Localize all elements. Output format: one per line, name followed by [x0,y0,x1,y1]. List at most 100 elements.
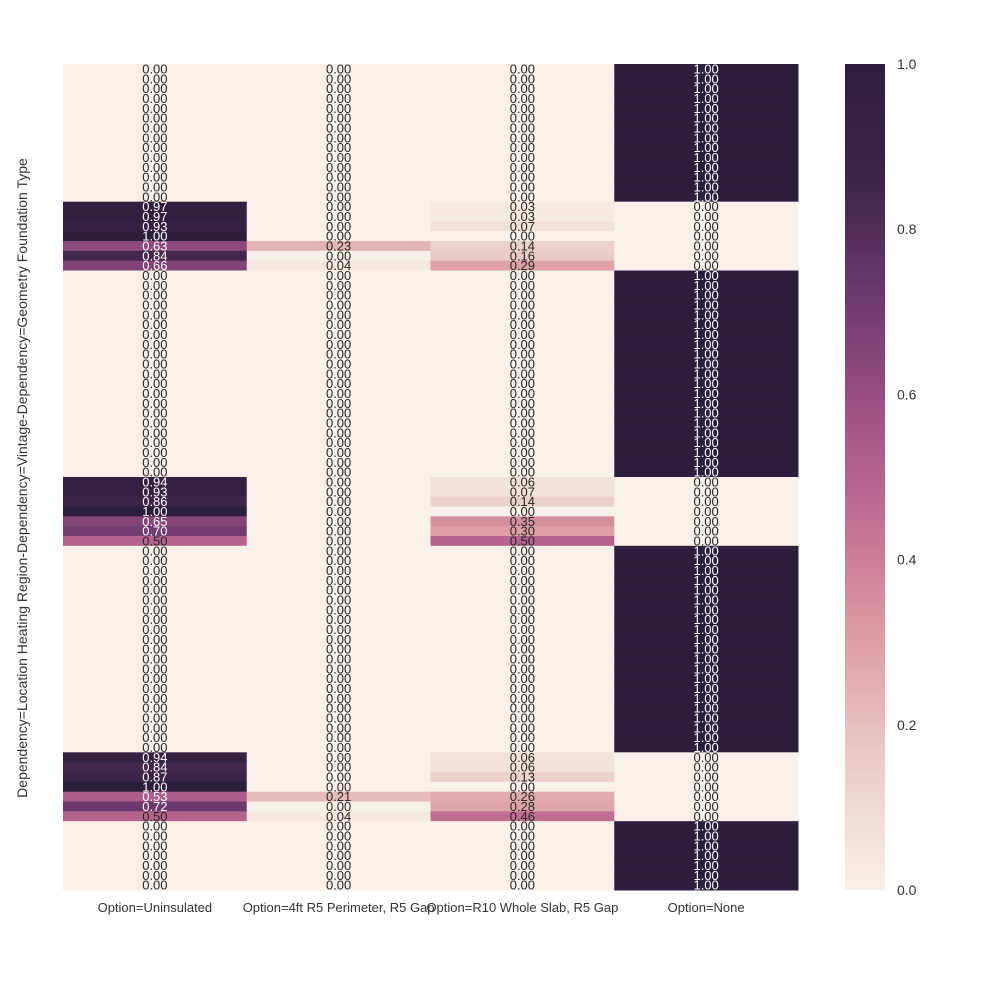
heatmap-cell-value: 0.70 [142,524,167,539]
heatmap-cell [63,565,248,576]
heatmap-cell-value: 0.00 [693,209,718,224]
heatmap-cell [614,860,799,871]
heatmap-cell-value: 0.00 [142,396,167,411]
heatmap-cell [614,555,799,566]
heatmap-cell [430,654,615,665]
heatmap-cell [614,73,799,85]
heatmap-cell [246,467,431,478]
heatmap-cell [430,673,615,684]
heatmap-cell-value: 0.00 [510,170,535,185]
heatmap-cell [614,673,799,684]
heatmap-cell-value: 0.00 [142,465,167,480]
heatmap-cell [246,850,431,861]
heatmap-cell-value: 0.00 [142,150,167,165]
heatmap-cell [430,388,615,399]
heatmap-cell [63,831,248,842]
heatmap-cell-value: 1.00 [693,81,718,96]
heatmap-cell-value: 0.00 [326,61,351,76]
heatmap-cell [614,486,799,498]
heatmap-cell [63,526,248,537]
heatmap-cell-value: 0.04 [326,809,351,824]
heatmap-cell [614,703,799,714]
heatmap-cell-value: 1.00 [693,91,718,106]
heatmap-cell [63,477,248,488]
heatmap-cell [63,772,248,783]
heatmap-cell-value: 0.00 [510,848,535,863]
heatmap-cell [430,634,615,645]
heatmap-cell [246,418,431,429]
heatmap-cell [63,300,248,311]
heatmap-cell [430,339,615,350]
heatmap-cell [430,349,615,360]
heatmap-cell [430,73,615,85]
heatmap-cell-value: 0.00 [142,111,167,126]
heatmap-cell-value: 0.00 [142,671,167,686]
heatmap-cell-value: 0.00 [326,710,351,725]
heatmap-cell-value: 1.00 [693,642,718,657]
heatmap-cell-value: 0.00 [510,229,535,244]
heatmap-cell-value: 0.35 [510,514,535,529]
heatmap-cell-value: 0.00 [510,661,535,676]
heatmap-cell [246,319,431,330]
heatmap-cell-value: 0.00 [510,307,535,322]
heatmap-cell-value: 0.00 [510,465,535,480]
heatmap-cell [614,270,799,281]
heatmap-cell-value: 0.00 [693,760,718,775]
heatmap-cell-value: 0.00 [510,779,535,794]
heatmap-cell-value: 0.00 [326,465,351,480]
heatmap-cell [246,713,431,724]
heatmap-cell [614,437,799,448]
heatmap-cell [614,231,799,242]
heatmap-cell-value: 0.00 [142,838,167,853]
heatmap-cell-value: 1.00 [693,602,718,617]
heatmap-cell-value: 0.00 [326,583,351,598]
heatmap-cell [246,191,431,203]
heatmap-cell-value: 0.29 [510,258,535,273]
heatmap-cell-value: 0.00 [510,455,535,470]
heatmap-cell-value: 0.03 [510,199,535,214]
heatmap-cell-value: 1.00 [693,661,718,676]
heatmap-cell-value: 0.00 [510,828,535,843]
heatmap-cell [614,614,799,625]
heatmap-cell [246,132,431,144]
heatmap-cell-value: 0.00 [326,120,351,135]
heatmap-cell-value: 0.00 [510,120,535,135]
heatmap-cell [430,83,615,94]
heatmap-cell [614,781,799,793]
heatmap-cell [430,309,615,321]
heatmap-cell-value: 0.00 [693,750,718,765]
heatmap-cell-value: 0.13 [510,769,535,784]
heatmap-cell [614,378,799,389]
heatmap-cell [63,840,248,852]
heatmap-cell-value: 1.00 [693,563,718,578]
heatmap-cell-value: 1.00 [142,504,167,519]
heatmap-cell-value: 0.00 [510,573,535,588]
heatmap-cell-value: 0.00 [142,288,167,303]
x-tick-label: Option=None [668,900,745,915]
heatmap-cell-value: 0.00 [326,720,351,735]
heatmap-cell-value: 0.00 [142,563,167,578]
heatmap-cell-value: 0.00 [510,366,535,381]
heatmap-cell-value: 1.00 [693,170,718,185]
heatmap-cell [430,319,615,330]
heatmap-cell [614,319,799,330]
heatmap-cell-value: 0.00 [326,533,351,548]
heatmap-cell [614,821,799,832]
heatmap-cell [63,762,248,773]
heatmap-cell-value: 0.00 [510,622,535,637]
heatmap-cell-value: 1.00 [693,189,718,204]
heatmap-cell-value: 0.00 [510,81,535,96]
heatmap-cell [430,565,615,576]
heatmap-cell-value: 0.00 [326,140,351,155]
heatmap-cell [430,732,615,743]
heatmap-cell [430,260,615,271]
heatmap-cell-value: 0.00 [142,553,167,568]
heatmap-cell-value: 0.00 [510,710,535,725]
heatmap-cell-value: 1.00 [693,120,718,135]
heatmap-cell [430,713,615,724]
heatmap-cell [63,172,248,183]
heatmap-cell [614,211,799,222]
heatmap-cell-value: 0.00 [326,632,351,647]
heatmap-cell [614,368,799,380]
heatmap-cell-value: 0.00 [326,209,351,224]
